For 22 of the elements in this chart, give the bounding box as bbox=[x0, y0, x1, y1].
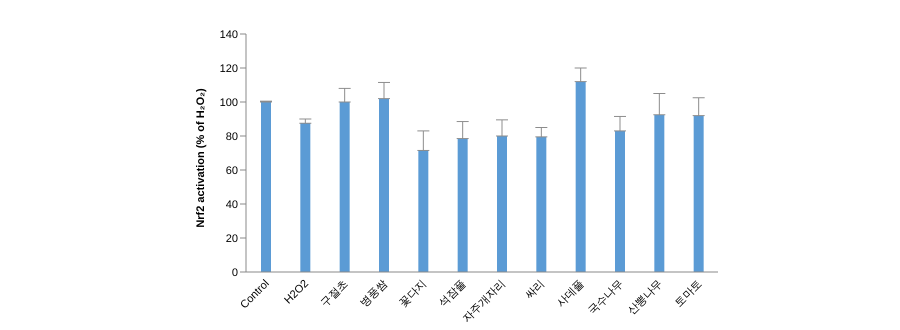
y-tick-label: 20 bbox=[226, 232, 238, 245]
y-tick-label: 120 bbox=[220, 62, 238, 75]
y-tick-label: 100 bbox=[220, 96, 238, 109]
bar bbox=[536, 136, 546, 272]
bar bbox=[379, 98, 389, 272]
y-tick-label: 80 bbox=[226, 130, 238, 143]
y-tick-label: 40 bbox=[226, 198, 238, 211]
bar bbox=[576, 82, 586, 272]
bar bbox=[615, 130, 625, 272]
y-tick-label: 60 bbox=[226, 164, 238, 177]
bar bbox=[340, 102, 350, 272]
bar bbox=[261, 102, 271, 272]
y-axis-title: Nrf2 activation (% of H₂O₂) bbox=[195, 88, 207, 228]
x-tick-label: 싸리 bbox=[523, 278, 548, 302]
bar bbox=[418, 150, 428, 272]
bar bbox=[654, 114, 664, 272]
bar bbox=[458, 138, 468, 272]
y-tick-label: 0 bbox=[232, 266, 238, 279]
y-tick-label: 140 bbox=[220, 28, 238, 41]
bar bbox=[694, 116, 704, 272]
bar bbox=[497, 136, 507, 272]
bar bbox=[300, 123, 310, 272]
